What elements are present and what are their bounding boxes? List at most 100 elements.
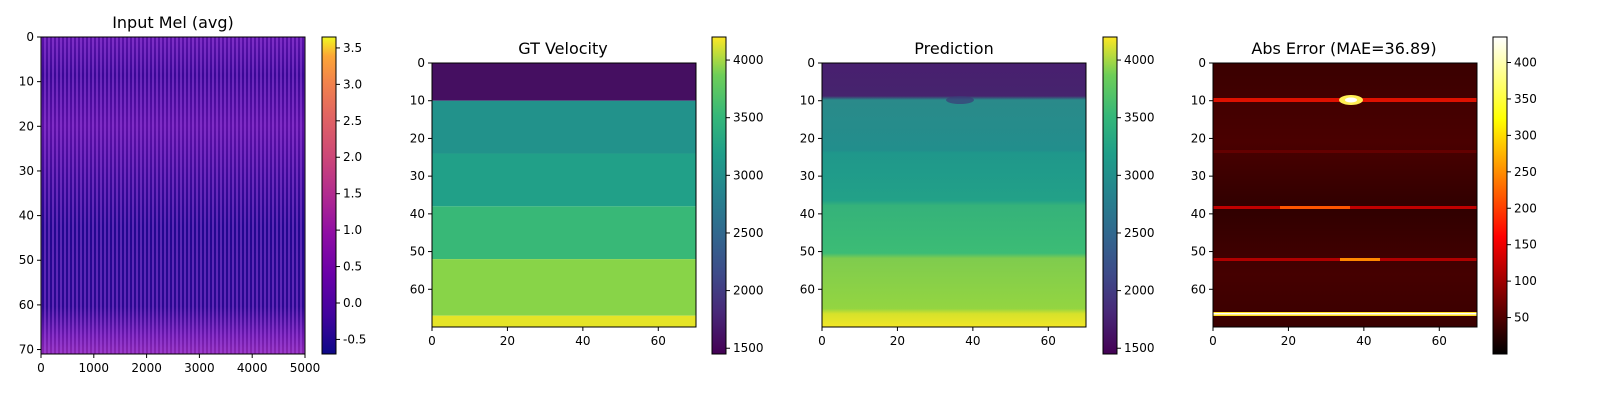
colorbar-tick-label: 3500 [733,111,764,125]
x-tick-label: 0 [428,334,436,348]
y-tick-label: 50 [410,245,425,259]
colorbar-tick-label: 300 [1514,128,1537,142]
x-tick-label: 2000 [131,361,162,375]
y-tick-label: 30 [19,164,34,178]
colorbar-ticks: 1500 2000 2500 3000 3500 4000 [1117,53,1155,355]
y-tick-label: 50 [1191,245,1206,259]
x-axis: 0 1000 2000 3000 4000 5000 [37,354,320,375]
velocity-layer [432,315,696,327]
y-tick-label: 60 [410,282,425,296]
y-tick-label: 30 [1191,169,1206,183]
error-band [1280,206,1350,209]
y-axis: 0 10 20 30 40 50 60 [410,56,432,296]
x-tick-label: 20 [890,334,905,348]
velocity-layer [432,63,696,101]
x-tick-label: 20 [500,334,515,348]
y-tick-label: 60 [1191,282,1206,296]
y-tick-label: 10 [1191,94,1206,108]
title: Input Mel (avg) [112,13,234,32]
x-tick-label: 0 [818,334,826,348]
y-tick-label: 0 [417,56,425,70]
x-tick-label: 60 [1041,334,1056,348]
y-tick-label: 20 [800,131,815,145]
title: Prediction [914,39,993,58]
y-tick-label: 50 [800,245,815,259]
plot-frame [821,62,1087,328]
colorbar-ticks: -0.5 0.0 0.5 1.0 1.5 2.0 2.5 3.0 3.5 [336,41,366,346]
x-tick-label: 5000 [290,361,321,375]
colorbar-tick-label: 2.0 [343,150,362,164]
x-tick-label: 20 [1281,334,1296,348]
panel-input-mel: Input Mel (avg) 0 1000 2000 3000 4000 5000 0 1… [19,13,367,375]
colorbar [1102,36,1118,355]
x-tick-label: 60 [651,334,666,348]
colorbar-tick-label: 1.0 [343,223,362,237]
y-tick-label: 0 [1198,56,1206,70]
y-tick-label: 40 [1191,207,1206,221]
colorbar-tick-label: 400 [1514,56,1537,70]
colorbar-tick-label: 4000 [733,53,764,67]
y-axis: 0 10 20 30 40 50 60 70 [19,30,41,357]
x-tick-label: 4000 [237,361,268,375]
y-tick-label: 20 [1191,131,1206,145]
colorbar-tick-label: 4000 [1124,53,1155,67]
colorbar-tick-label: 150 [1514,238,1537,252]
y-tick-label: 40 [410,207,425,221]
y-tick-label: 70 [19,343,34,357]
plot-frame [431,62,697,328]
y-tick-label: 60 [800,282,815,296]
prediction-artifact [946,96,974,104]
colorbar-tick-label: 2500 [733,226,764,240]
y-tick-label: 0 [26,30,34,44]
velocity-layers [432,63,696,327]
x-tick-label: 40 [965,334,980,348]
colorbar-tick-label: 3000 [1124,168,1155,182]
title: GT Velocity [518,39,607,58]
panel-abs-error: Abs Error (MAE=36.89) 0 20 40 60 0 10 20 30 40 5… [1191,36,1537,355]
error-hotspot-core [1345,97,1357,103]
velocity-layer [432,206,696,260]
colorbar [321,36,337,355]
y-tick-label: 20 [410,131,425,145]
y-axis: 0 10 20 30 40 50 60 [800,56,822,296]
y-tick-label: 10 [410,94,425,108]
colorbar-ticks: 50 100 150 200 250 300 350 400 [1507,56,1537,325]
colorbar-tick-label: 3000 [733,168,764,182]
x-tick-label: 40 [575,334,590,348]
y-tick-label: 10 [800,94,815,108]
error-field [1213,63,1477,327]
title: Abs Error (MAE=36.89) [1251,39,1436,58]
x-tick-label: 1000 [79,361,110,375]
error-band [1340,258,1380,261]
colorbar-tick-label: 2000 [1124,284,1155,298]
y-tick-label: 30 [800,169,815,183]
colorbar-ticks: 1500 2000 2500 3000 3500 4000 [726,53,764,355]
error-band [1213,150,1477,153]
colorbar-tick-label: 0.5 [343,260,362,274]
colorbar-tick-label: 2500 [1124,226,1155,240]
colorbar-tick-label: 3500 [1124,111,1155,125]
prediction-field [822,63,1086,327]
x-axis: 0 20 40 60 [428,327,666,348]
y-tick-label: 60 [19,298,34,312]
y-tick-label: 50 [19,253,34,267]
colorbar-tick-label: 3.0 [343,77,362,91]
colorbar-tick-label: 2000 [733,284,764,298]
colorbar [711,36,727,355]
colorbar-tick-label: 1500 [1124,341,1155,355]
y-tick-label: 40 [19,209,34,223]
colorbar-tick-label: 350 [1514,92,1537,106]
colorbar-tick-label: 2.5 [343,114,362,128]
colorbar-tick-label: 1500 [733,341,764,355]
y-tick-label: 20 [19,119,34,133]
panel-prediction: Prediction 0 20 40 60 0 10 20 30 40 50 60 1500 200… [800,36,1155,355]
velocity-layer [432,100,696,154]
y-tick-label: 40 [800,207,815,221]
colorbar-tick-label: 100 [1514,274,1537,288]
y-axis: 0 10 20 30 40 50 60 [1191,56,1213,296]
x-tick-label: 60 [1432,334,1447,348]
plot-frame [40,36,306,355]
x-tick-label: 0 [1209,334,1217,348]
colorbar-tick-label: -0.5 [343,332,366,346]
